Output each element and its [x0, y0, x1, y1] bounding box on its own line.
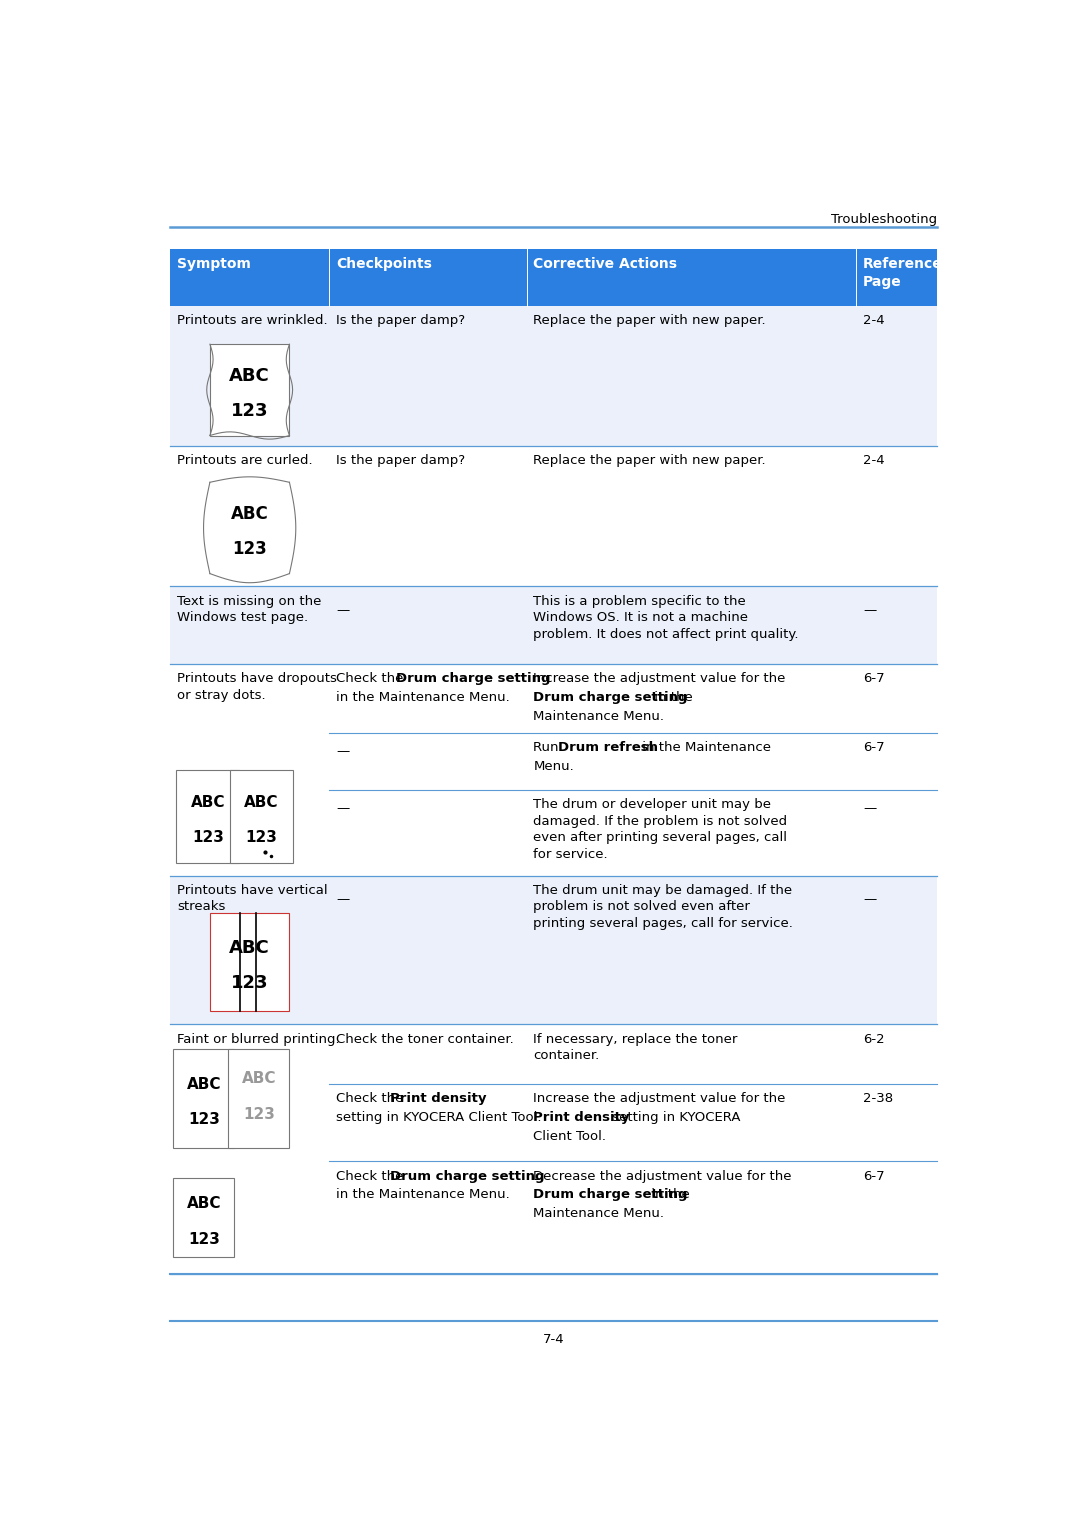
Text: 2-38: 2-38	[863, 1092, 893, 1106]
FancyBboxPatch shape	[210, 344, 289, 435]
Text: Check the toner container.: Check the toner container.	[336, 1032, 514, 1046]
FancyBboxPatch shape	[176, 770, 239, 863]
Text: Replace the paper with new paper.: Replace the paper with new paper.	[534, 454, 766, 467]
Text: Run: Run	[534, 741, 563, 754]
Text: Symptom: Symptom	[177, 258, 251, 272]
Text: Maintenance Menu.: Maintenance Menu.	[534, 710, 664, 722]
Text: ABC: ABC	[187, 1196, 221, 1211]
Text: in the: in the	[647, 1188, 690, 1202]
Text: This is a problem specific to the
Windows OS. It is not a machine
problem. It do: This is a problem specific to the Window…	[534, 594, 799, 641]
Text: Text is missing on the
Windows test page.: Text is missing on the Windows test page…	[177, 594, 321, 625]
Text: Reference
Page: Reference Page	[863, 258, 943, 289]
FancyBboxPatch shape	[230, 770, 293, 863]
Text: setting in KYOCERA Client Tool.: setting in KYOCERA Client Tool.	[336, 1112, 541, 1124]
Text: Drum charge setting: Drum charge setting	[534, 690, 688, 704]
Text: The drum or developer unit may be
damaged. If the problem is not solved
even aft: The drum or developer unit may be damage…	[534, 799, 787, 861]
Text: —: —	[336, 893, 349, 907]
Text: Increase the adjustment value for the: Increase the adjustment value for the	[534, 672, 786, 686]
FancyBboxPatch shape	[171, 586, 936, 664]
Text: Drum charge setting: Drum charge setting	[534, 1188, 688, 1202]
Text: Drum charge setting: Drum charge setting	[390, 1170, 544, 1182]
Text: Menu.: Menu.	[534, 760, 575, 773]
FancyBboxPatch shape	[210, 913, 289, 1011]
Text: Increase the adjustment value for the: Increase the adjustment value for the	[534, 1092, 786, 1106]
FancyBboxPatch shape	[171, 875, 936, 1025]
Text: Printouts have vertical
streaks: Printouts have vertical streaks	[177, 884, 327, 913]
Text: in the Maintenance Menu.: in the Maintenance Menu.	[336, 1188, 510, 1202]
Text: 6-2: 6-2	[863, 1032, 885, 1046]
Text: —: —	[863, 893, 877, 907]
Text: 2-4: 2-4	[863, 313, 885, 327]
Text: Is the paper damp?: Is the paper damp?	[336, 313, 465, 327]
Text: 7-4: 7-4	[542, 1333, 565, 1347]
Text: ABC: ABC	[244, 794, 279, 809]
Text: Check the: Check the	[336, 672, 407, 686]
Text: Checkpoints: Checkpoints	[336, 258, 432, 272]
Text: in the Maintenance: in the Maintenance	[638, 741, 771, 754]
Text: in the Maintenance Menu.: in the Maintenance Menu.	[336, 690, 510, 704]
Text: The drum unit may be damaged. If the
problem is not solved even after
printing s: The drum unit may be damaged. If the pro…	[534, 884, 794, 930]
Text: ABC: ABC	[242, 1072, 276, 1086]
FancyBboxPatch shape	[171, 249, 936, 305]
Text: 123: 123	[188, 1112, 219, 1127]
Text: in the: in the	[650, 690, 692, 704]
Text: ABC: ABC	[229, 939, 270, 957]
Text: 6-7: 6-7	[863, 672, 885, 686]
Text: 123: 123	[192, 831, 224, 844]
Text: ABC: ABC	[190, 794, 225, 809]
FancyBboxPatch shape	[173, 1049, 234, 1148]
Text: 123: 123	[243, 1107, 274, 1121]
Text: 6-7: 6-7	[863, 741, 885, 754]
Text: ABC: ABC	[231, 505, 269, 522]
Text: —: —	[336, 605, 349, 617]
Text: Corrective Actions: Corrective Actions	[534, 258, 677, 272]
Text: 123: 123	[231, 402, 269, 420]
Text: Drum refresh: Drum refresh	[557, 741, 658, 754]
Text: 123: 123	[245, 831, 278, 844]
Text: —: —	[863, 802, 877, 815]
Text: Drum charge setting: Drum charge setting	[396, 672, 551, 686]
Text: Print density: Print density	[390, 1092, 487, 1106]
Text: Decrease the adjustment value for the: Decrease the adjustment value for the	[534, 1170, 792, 1182]
Text: Printouts are wrinkled.: Printouts are wrinkled.	[177, 313, 327, 327]
Text: 123: 123	[231, 974, 269, 993]
FancyBboxPatch shape	[228, 1049, 289, 1148]
Text: ABC: ABC	[187, 1077, 221, 1092]
Text: Print density: Print density	[534, 1112, 630, 1124]
Text: —: —	[863, 605, 877, 617]
Text: 6-7: 6-7	[863, 1170, 885, 1182]
Text: 2-4: 2-4	[863, 454, 885, 467]
Text: —: —	[336, 802, 349, 815]
Text: 123: 123	[232, 541, 267, 557]
Text: —: —	[336, 745, 349, 757]
Text: Client Tool.: Client Tool.	[534, 1130, 606, 1142]
Text: Printouts are curled.: Printouts are curled.	[177, 454, 312, 467]
Text: Printouts have dropouts
or stray dots.: Printouts have dropouts or stray dots.	[177, 672, 337, 701]
Text: Replace the paper with new paper.: Replace the paper with new paper.	[534, 313, 766, 327]
Text: Check the: Check the	[336, 1170, 407, 1182]
Text: Troubleshooting: Troubleshooting	[831, 212, 936, 226]
Text: If necessary, replace the toner
container.: If necessary, replace the toner containe…	[534, 1032, 738, 1063]
Text: Faint or blurred printing.: Faint or blurred printing.	[177, 1032, 339, 1046]
FancyBboxPatch shape	[171, 305, 936, 446]
Text: Is the paper damp?: Is the paper damp?	[336, 454, 465, 467]
FancyBboxPatch shape	[173, 1179, 234, 1257]
Text: Maintenance Menu.: Maintenance Menu.	[534, 1208, 664, 1220]
Text: ABC: ABC	[229, 366, 270, 385]
Text: Check the: Check the	[336, 1092, 407, 1106]
Text: setting in KYOCERA: setting in KYOCERA	[608, 1112, 741, 1124]
FancyBboxPatch shape	[171, 1025, 936, 1275]
FancyBboxPatch shape	[171, 664, 936, 875]
Text: 123: 123	[188, 1231, 219, 1246]
FancyBboxPatch shape	[171, 446, 936, 586]
